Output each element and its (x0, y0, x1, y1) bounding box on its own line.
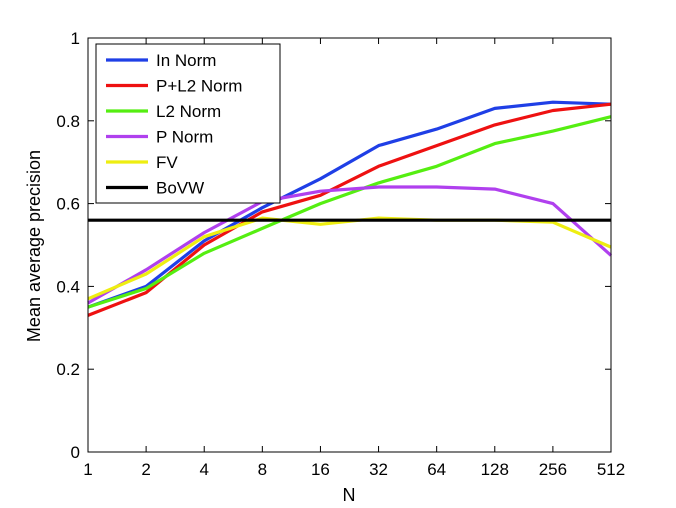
x-tick-label: 32 (369, 460, 388, 479)
x-tick-label: 8 (258, 460, 267, 479)
legend-label-fv: FV (156, 153, 178, 172)
y-tick-label: 0.8 (56, 112, 80, 131)
series-layer (87, 100, 613, 317)
y-tick-label: 0.2 (56, 360, 80, 379)
x-tick-label: 2 (141, 460, 150, 479)
y-tick-label: 0.4 (56, 277, 80, 296)
x-axis-title: N (343, 485, 356, 505)
legend-box (95, 43, 281, 204)
x-tick-label: 512 (597, 460, 625, 479)
legend: In Norm P+L2 Norm L2 Norm P Norm FV BoVW (95, 43, 281, 204)
axes-layer: 0 0.2 0.4 0.6 0.8 1 1 2 4 8 16 32 64 128 256 512 (56, 29, 625, 479)
x-tick-label: 16 (311, 460, 330, 479)
legend-label-in-norm: In Norm (156, 51, 216, 70)
legend-label-bovw: BoVW (156, 179, 204, 198)
x-tick-label: 4 (199, 460, 208, 479)
y-tick-label: 1 (71, 29, 80, 48)
series-line-in-norm (87, 100, 612, 309)
legend-label-p-l2-norm: P+L2 Norm (156, 77, 242, 96)
x-tick-label: 64 (427, 460, 446, 479)
plot-frame (87, 37, 612, 453)
y-tick-label: 0.6 (56, 195, 80, 214)
x-tick-label: 128 (481, 460, 509, 479)
legend-label-l2-norm: L2 Norm (156, 102, 221, 121)
series-line-p-l2-norm (87, 102, 612, 317)
x-tick-label: 256 (539, 460, 567, 479)
x-tick-label: 1 (83, 460, 92, 479)
series-line-p-norm (87, 185, 613, 305)
legend-label-p-norm: P Norm (156, 128, 213, 147)
y-tick-label: 0 (71, 443, 80, 462)
series-line-l2-norm (87, 115, 612, 309)
y-axis-title: Mean average precision (24, 150, 44, 342)
